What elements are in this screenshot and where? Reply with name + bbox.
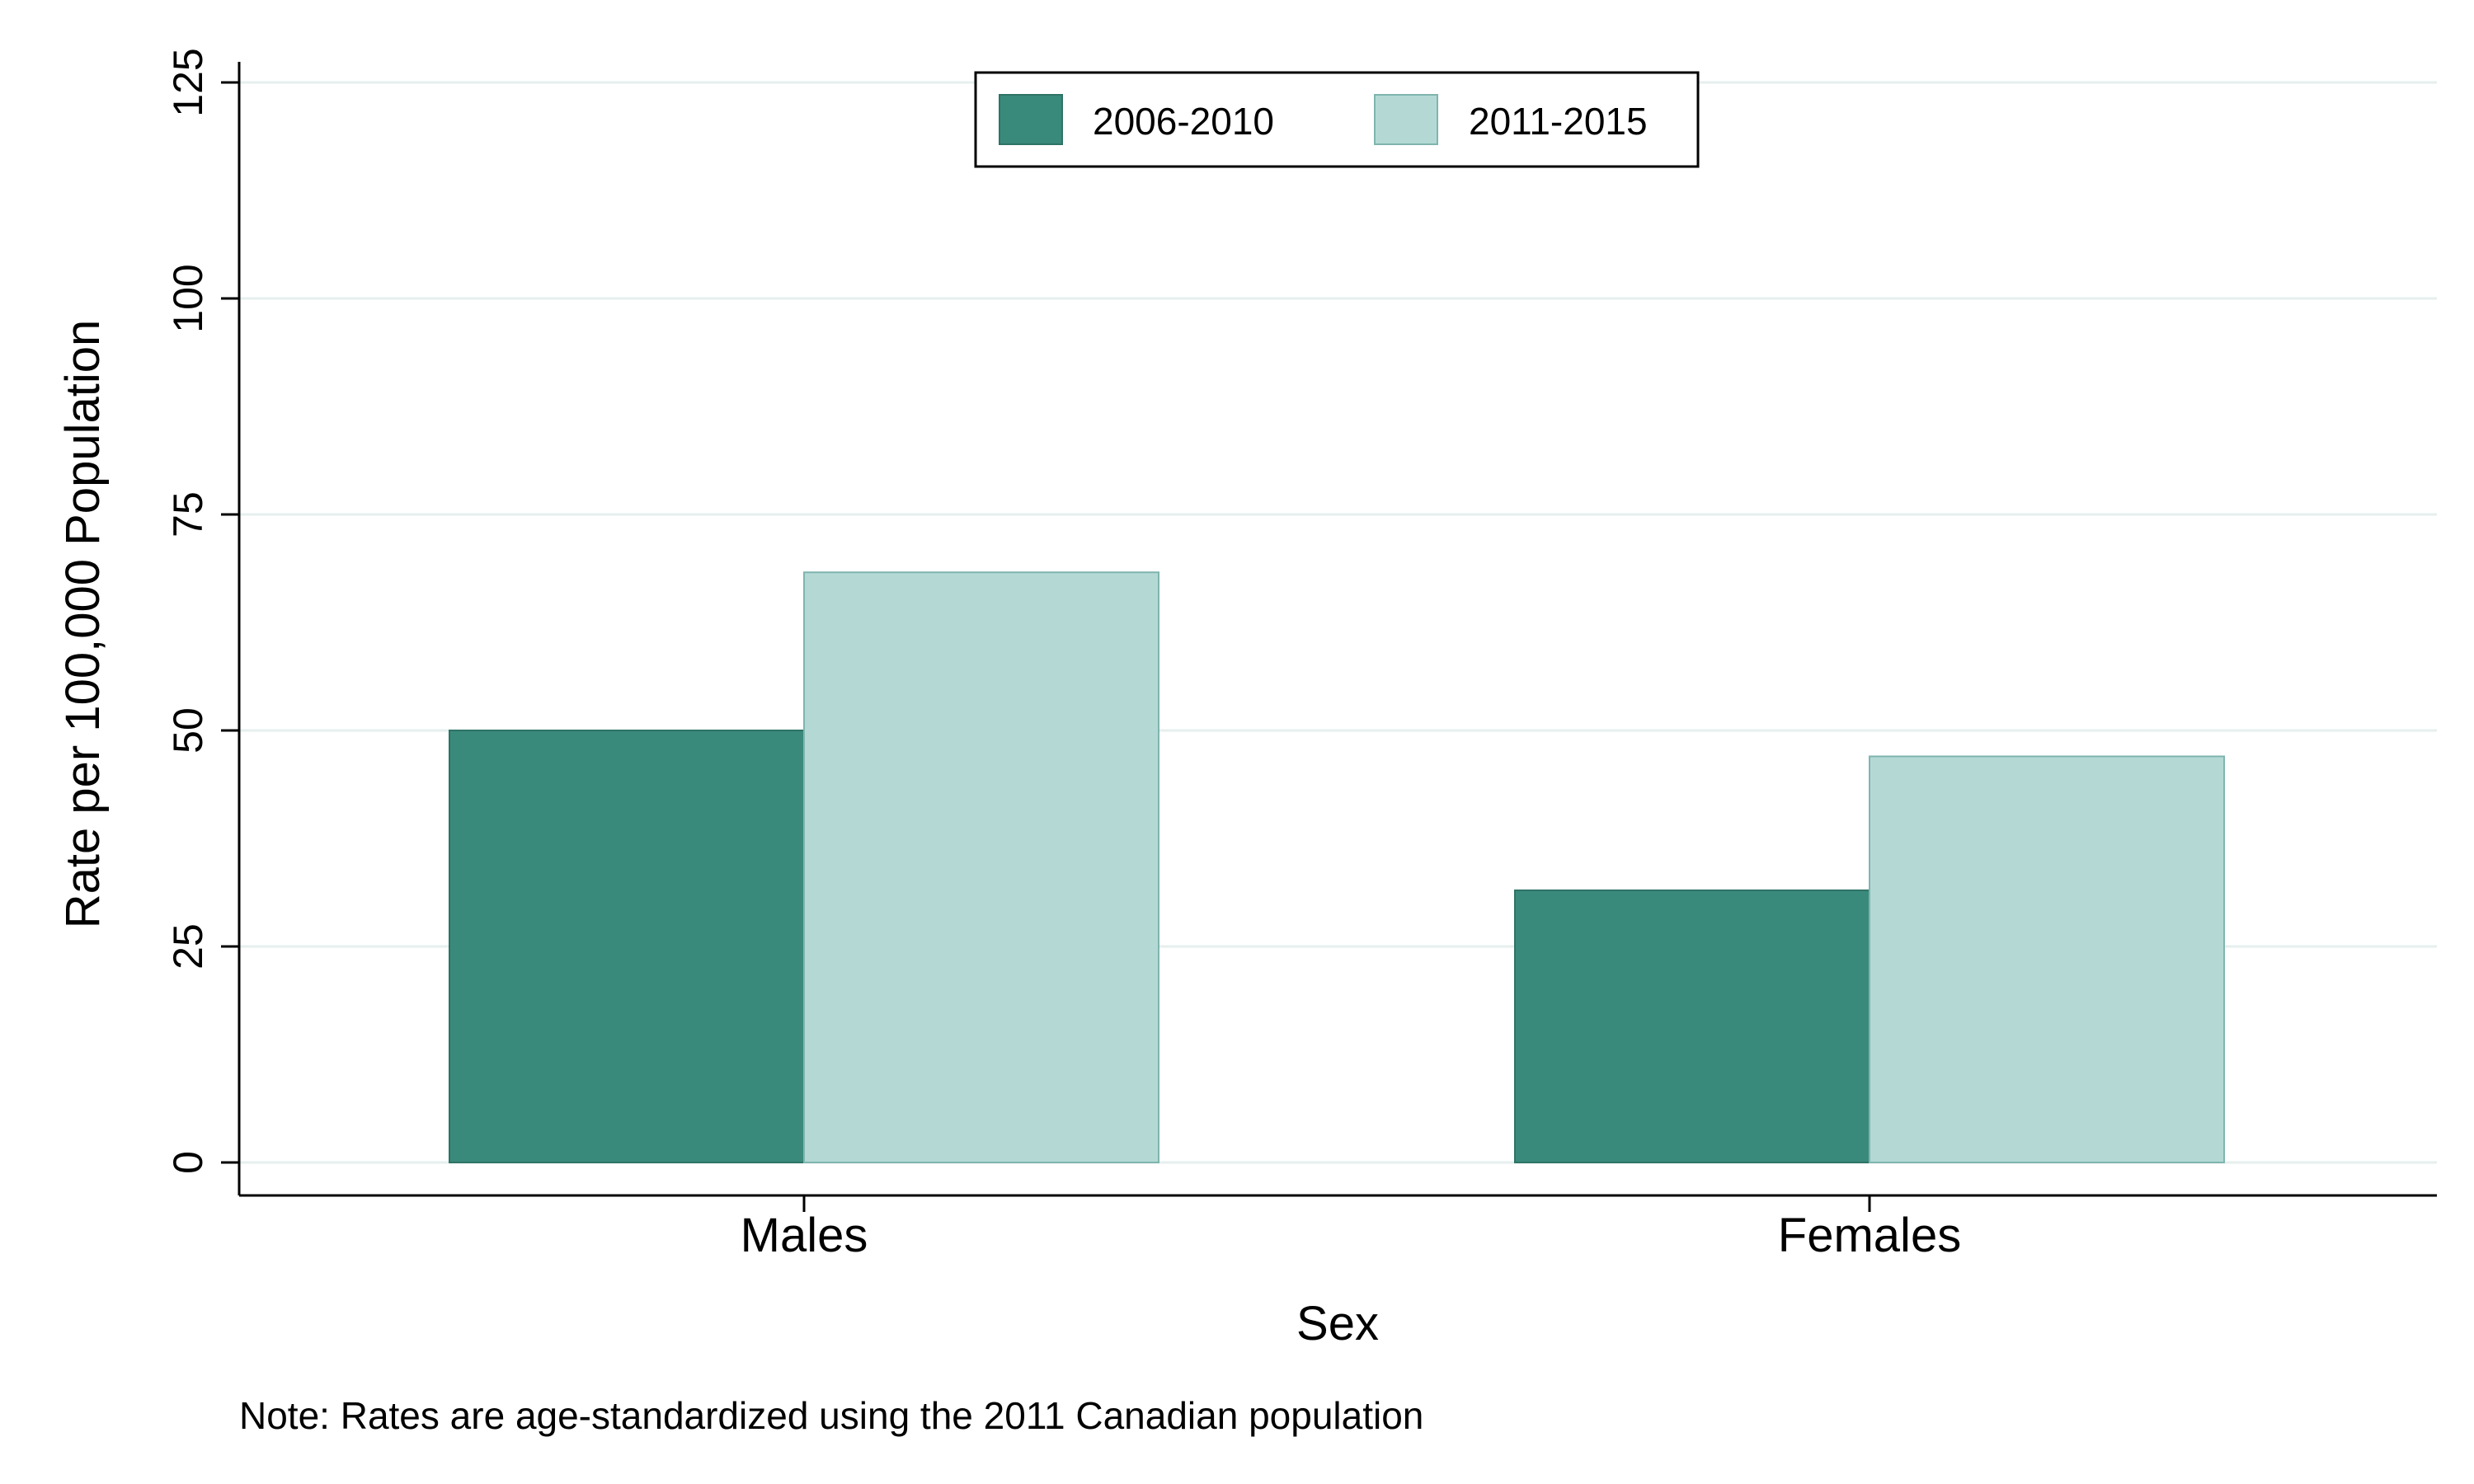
y-axis-title: Rate per 100,000 Population — [56, 320, 110, 928]
bar-females-2006-2010 — [1514, 889, 1870, 1163]
x-category-labels: Males Females — [741, 1195, 1961, 1262]
legend-box — [974, 71, 1700, 168]
legend-label-2006-2010: 2006-2010 — [1093, 100, 1274, 143]
bar-males-2011-2015 — [803, 571, 1159, 1163]
x-tick-label-males: Males — [741, 1209, 868, 1262]
chart-note: Note: Rates are age-standardized using t… — [239, 1394, 1423, 1437]
legend-label-2011-2015: 2011-2015 — [1469, 100, 1648, 143]
y-tick-label: 125 — [165, 48, 211, 116]
y-tick-label: 75 — [165, 491, 211, 538]
y-ticks: 0 25 50 75 100 125 — [165, 48, 239, 1174]
y-tick-label: 0 — [165, 1151, 211, 1174]
y-tick-label: 50 — [165, 707, 211, 754]
x-tick-label-females: Females — [1778, 1209, 1961, 1262]
legend: 2006-2010 2011-2015 — [974, 71, 1700, 168]
legend-swatch-2006-2010 — [999, 94, 1063, 145]
bar-males-2006-2010 — [449, 730, 805, 1163]
y-tick-label: 100 — [165, 264, 211, 332]
axes — [238, 62, 2437, 1197]
bar-females-2011-2015 — [1869, 755, 2225, 1163]
x-axis-title: Sex — [1296, 1297, 1379, 1350]
bars — [449, 571, 2225, 1163]
legend-swatch-2011-2015 — [1374, 94, 1438, 145]
y-tick-label: 25 — [165, 923, 211, 970]
